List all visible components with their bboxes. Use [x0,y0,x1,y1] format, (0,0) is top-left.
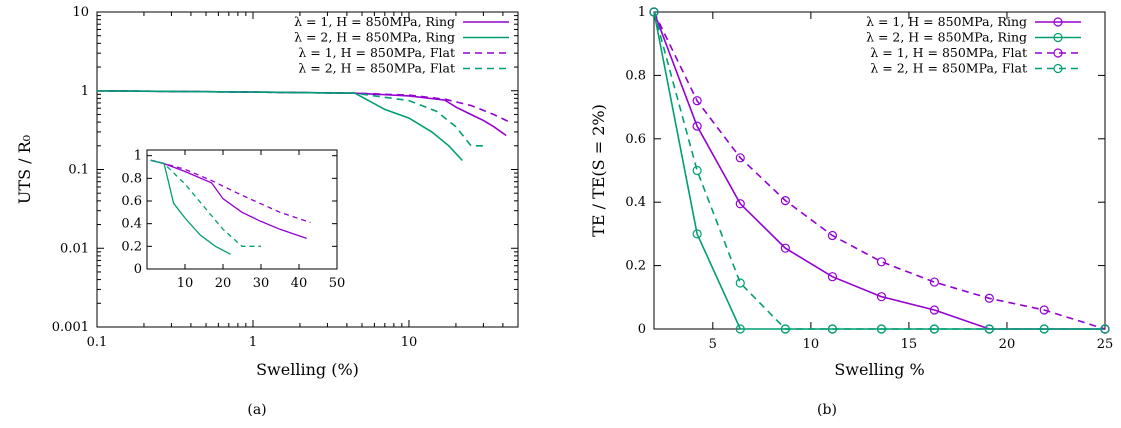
inset-x-tick-label: 10 [177,276,194,291]
series-line-0 [653,11,1105,330]
data-point-3-0 [649,7,659,17]
y-tick-label: 0.2 [625,259,646,274]
data-point-0-4 [827,272,838,282]
y-axis-label: TE / TE(S = 2%) [589,104,608,237]
x-tick-label: 20 [999,337,1016,352]
data-point-2-8 [1039,305,1049,315]
y-tick-label: 0.1 [68,163,89,178]
legend-label-3: λ = 2, H = 850MPa, Flat [298,61,455,76]
data-point-0-1 [692,121,702,131]
x-tick-label: 10 [401,335,418,350]
inset-x-tick-label: 20 [215,276,232,291]
y-axis-label: UTS / R₀ [15,135,34,204]
y-tick-label: 0 [638,322,646,337]
data-point-3-3 [780,324,790,334]
data-point-3-1 [692,165,702,176]
data-point-3-6 [929,324,940,334]
series-line-inset-3 [150,159,261,247]
data-point-3-2 [735,278,745,288]
x-tick-label: 0.1 [87,335,108,350]
legend-label-0: λ = 1, H = 850MPa, Ring [294,14,455,29]
data-point-2-2 [735,153,745,163]
caption-a: (a) [247,402,266,418]
legend-label-1: λ = 2, H = 850MPa, Ring [866,30,1027,45]
data-point-0-2 [735,199,745,209]
data-point-3-8 [1039,324,1049,334]
data-point-2-6 [929,277,940,287]
data-point-3-5 [876,324,887,334]
inset-y-tick-label: 0.6 [121,194,142,209]
caption-b: (b) [817,402,837,418]
legend-label-2: λ = 1, H = 850MPa, Flat [298,45,455,60]
data-point-0-3 [780,243,790,253]
legend-label-3: λ = 2, H = 850MPa, Flat [870,61,1027,76]
y-tick-label: 1 [638,5,646,20]
series-line-0 [96,90,507,137]
data-point-2-4 [827,230,838,241]
data-point-2-3 [780,196,790,206]
inset-x-tick-label: 40 [291,276,308,291]
inset-x-tick-label: 50 [329,276,346,291]
legend-marker-1 [1053,32,1063,43]
inset-y-tick-label: 0 [134,262,142,277]
x-tick-label: 5 [709,337,717,352]
y-tick-label: 0.4 [625,195,646,210]
inset-y-tick-label: 0.4 [121,217,142,232]
series-line-3 [653,11,1105,330]
inset-y-tick-label: 0.8 [121,171,142,186]
legend-marker-2 [1053,48,1063,58]
inset-y-tick-label: 1 [134,149,142,164]
data-point-3-9 [1100,324,1110,334]
legend-marker-3 [1053,63,1063,74]
x-tick-label: 10 [803,337,820,352]
data-point-3-4 [827,324,838,334]
y-tick-label: 0.001 [52,320,89,335]
y-tick-label: 10 [72,5,89,20]
y-tick-label: 1 [81,84,89,99]
x-tick-label: 15 [901,337,918,352]
x-tick-label: 25 [1097,337,1114,352]
data-point-1-1 [692,229,702,239]
y-tick-label: 0.01 [60,241,89,256]
data-point-3-7 [984,324,994,334]
series-line-inset-0 [150,159,307,240]
x-axis-label: Swelling (%) [256,360,359,379]
data-point-2-5 [876,257,887,267]
data-point-0-5 [876,292,887,302]
series-line-2 [96,90,509,122]
series-line-2 [653,11,1106,330]
x-axis-label: Swelling % [834,360,924,379]
legend-label-2: λ = 1, H = 850MPa, Flat [870,45,1027,60]
x-tick-label: 1 [249,335,257,350]
inset-chart: 0 0.2 0.4 0.6 0.8 1 10 20 30 40 50 [121,149,345,291]
y-tick-label: 0.6 [625,132,646,147]
data-point-0-6 [929,305,940,315]
legend-label-1: λ = 2, H = 850MPa, Ring [294,30,455,45]
data-point-1-2 [735,324,745,334]
inset-y-tick-label: 0.2 [121,239,142,254]
legend-label-0: λ = 1, H = 850MPa, Ring [866,14,1027,29]
data-point-2-7 [984,293,994,303]
data-point-2-1 [692,96,702,106]
legend-marker-0 [1053,17,1063,27]
inset-x-tick-label: 30 [253,276,270,291]
series-line-3 [96,90,484,147]
y-tick-label: 0.8 [625,68,646,83]
